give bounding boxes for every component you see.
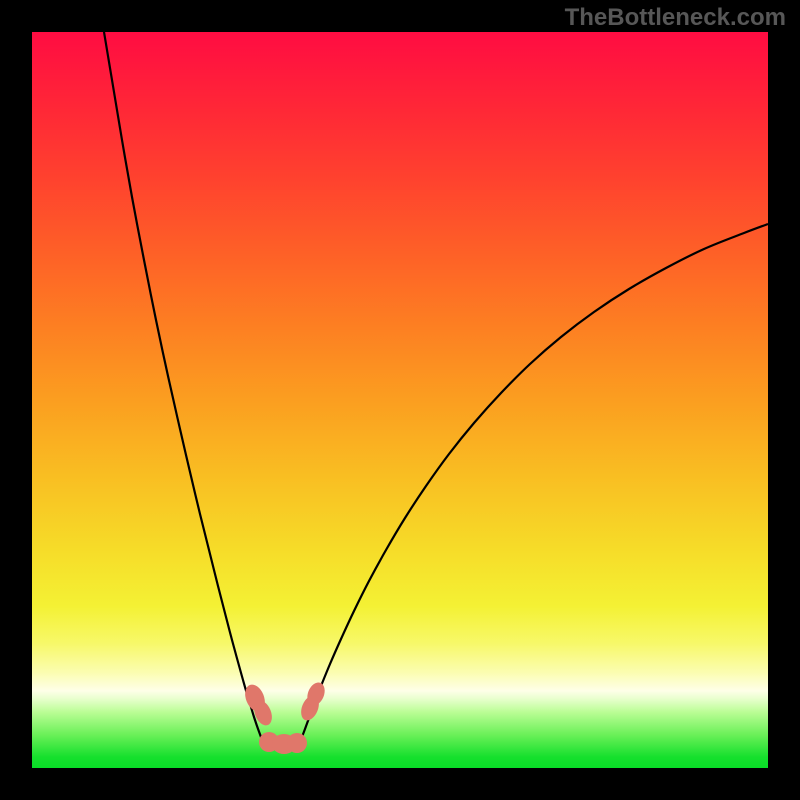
plot-area: [32, 32, 768, 768]
curve-left: [104, 32, 263, 742]
curve-layer: [32, 32, 768, 768]
chart-frame: TheBottleneck.com: [0, 0, 800, 800]
watermark-text: TheBottleneck.com: [565, 4, 786, 32]
marker-blob: [287, 733, 307, 753]
curve-right: [300, 224, 768, 742]
